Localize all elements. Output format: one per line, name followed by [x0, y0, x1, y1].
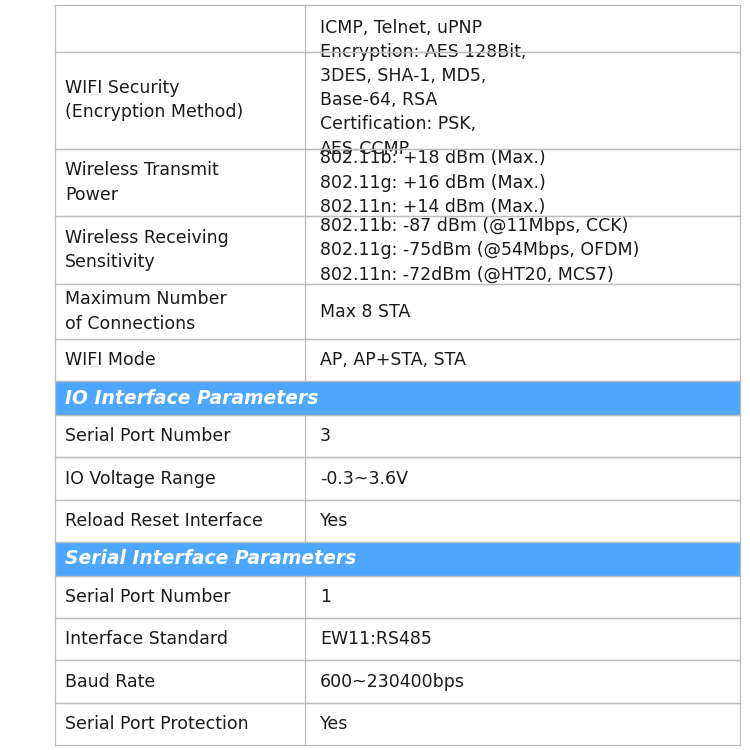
Text: WIFI Mode: WIFI Mode [65, 351, 156, 369]
Bar [55, 52, 740, 148]
Text: 600~230400bps: 600~230400bps [320, 673, 465, 691]
Text: 1: 1 [320, 588, 331, 606]
Text: 802.11b: -87 dBm (@11Mbps, CCK)
802.11g: -75dBm (@54Mbps, OFDM)
802.11n: -72dBm : 802.11b: -87 dBm (@11Mbps, CCK) 802.11g:… [320, 217, 640, 284]
Text: Baud Rate: Baud Rate [65, 673, 155, 691]
Text: -0.3~3.6V: -0.3~3.6V [320, 470, 408, 488]
Text: ICMP, Telnet, uPNP: ICMP, Telnet, uPNP [320, 20, 482, 38]
Bar [55, 284, 740, 339]
Text: Wireless Transmit
Power: Wireless Transmit Power [65, 161, 219, 204]
Bar [55, 217, 740, 284]
Bar [55, 148, 740, 217]
Text: Serial Port Protection: Serial Port Protection [65, 715, 248, 733]
Text: Serial Port Number: Serial Port Number [65, 427, 230, 445]
Bar [55, 542, 740, 576]
Text: 3: 3 [320, 427, 331, 445]
Text: IO Interface Parameters: IO Interface Parameters [65, 388, 318, 408]
Bar [55, 703, 740, 745]
Text: IO Voltage Range: IO Voltage Range [65, 470, 216, 488]
Bar [55, 500, 740, 542]
Text: WIFI Security
(Encryption Method): WIFI Security (Encryption Method) [65, 79, 243, 122]
Text: EW11:RS485: EW11:RS485 [320, 630, 432, 648]
Text: Encryption: AES 128Bit,
3DES, SHA-1, MD5,
Base-64, RSA
Certification: PSK,
AES-C: Encryption: AES 128Bit, 3DES, SHA-1, MD5… [320, 43, 526, 158]
Bar [55, 381, 740, 416]
Text: Reload Reset Interface: Reload Reset Interface [65, 512, 262, 530]
Bar [55, 5, 740, 52]
Text: Serial Interface Parameters: Serial Interface Parameters [65, 550, 356, 568]
Text: AP, AP+STA, STA: AP, AP+STA, STA [320, 351, 466, 369]
Text: Yes: Yes [320, 512, 349, 530]
Text: 802.11b: +18 dBm (Max.)
802.11g: +16 dBm (Max.)
802.11n: +14 dBm (Max.): 802.11b: +18 dBm (Max.) 802.11g: +16 dBm… [320, 149, 546, 216]
Bar [55, 416, 740, 458]
Text: Max 8 STA: Max 8 STA [320, 302, 410, 320]
Bar [55, 661, 740, 703]
Bar [55, 339, 740, 381]
Text: Interface Standard: Interface Standard [65, 630, 228, 648]
Text: Yes: Yes [320, 715, 349, 733]
Bar [55, 618, 740, 661]
Text: Wireless Receiving
Sensitivity: Wireless Receiving Sensitivity [65, 229, 229, 272]
Bar [55, 458, 740, 500]
Text: Serial Port Number: Serial Port Number [65, 588, 230, 606]
Bar [55, 576, 740, 618]
Text: Maximum Number
of Connections: Maximum Number of Connections [65, 290, 226, 333]
